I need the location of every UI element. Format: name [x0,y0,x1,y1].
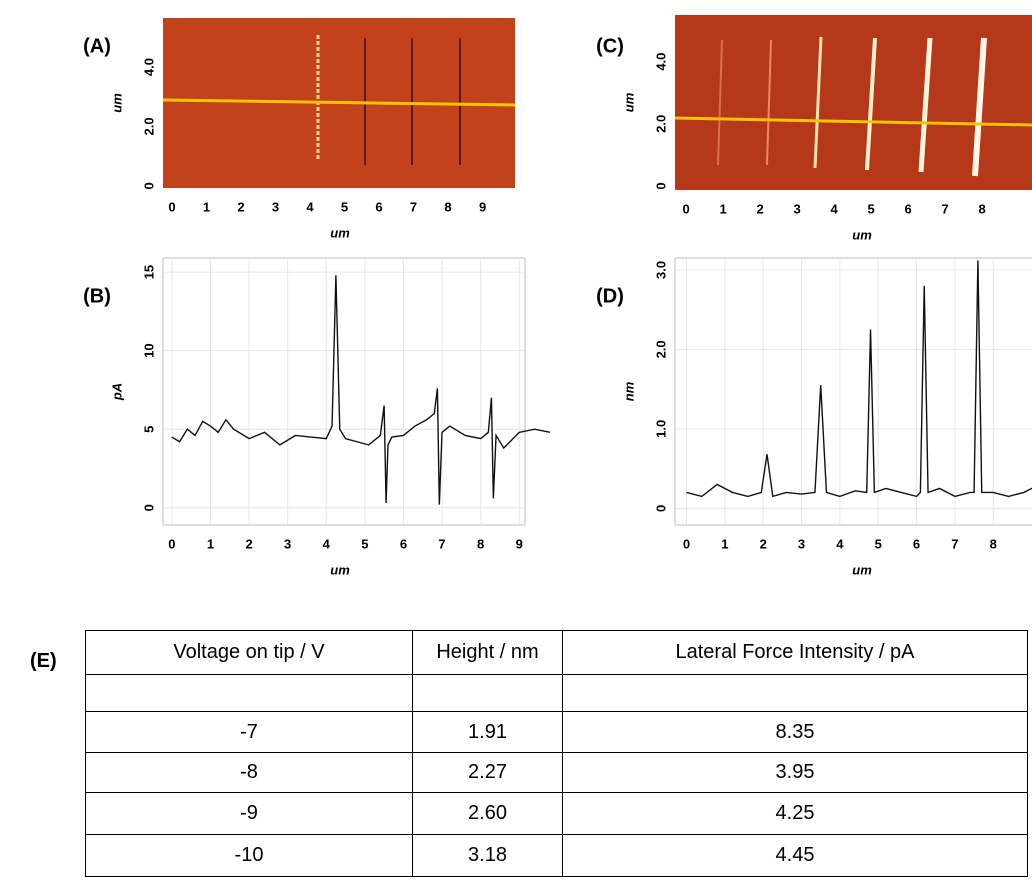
y-tick-label: 10 [141,343,156,357]
x-tick-label: 0 [168,536,175,551]
y-tick-label: 4.0 [653,53,668,71]
afm-image-a [162,18,516,188]
y-tick-label: 5 [141,426,156,433]
x-tick-label: 7 [951,536,958,551]
x-tick-label: 3 [798,536,805,551]
plot-frame-d [674,257,1032,526]
table-cell: -9 [85,792,413,835]
x-tick-label: 6 [375,199,382,214]
x-tick-label: 9 [516,536,523,551]
table-row: -7 1.91 8.35 [85,711,1028,753]
panel-label: (B) [83,285,111,307]
profile-line [171,275,551,505]
x-tick-label: 1 [203,199,210,214]
x-axis-label: um [852,562,872,577]
x-tick-label: 7 [410,199,417,214]
table-cell: 3.95 [562,752,1028,793]
x-tick-label: 1 [721,536,728,551]
table-cell: Lateral Force Intensity / pA [562,630,1028,675]
table-label: (E) [30,650,57,672]
x-tick-label: 1 [207,536,214,551]
profile-line [686,260,1032,498]
x-tick-label: 2 [760,536,767,551]
x-tick-label: 0 [682,201,689,216]
x-tick-label: 2 [245,536,252,551]
y-tick-label: 3.0 [653,261,668,279]
table-cell [412,674,563,712]
table-cell: Height / nm [412,630,563,675]
plot-frame-b [162,257,526,526]
x-tick-label: 0 [168,199,175,214]
y-tick-label: 0 [653,505,668,512]
x-tick-label: 5 [867,201,874,216]
x-tick-label: 2 [237,199,244,214]
x-tick-label: 4 [323,536,331,551]
x-tick-label: 8 [978,201,985,216]
panel-label: (A) [83,35,111,57]
table-cell [85,674,413,712]
table-cell: 3.18 [412,834,563,877]
results-table: Voltage on tip / V Height / nm Lateral For… [85,630,1028,877]
table-cell: -7 [85,711,413,753]
y-axis-label: pA [109,383,124,401]
table-cell: Voltage on tip / V [85,630,413,675]
table-row: -10 3.18 4.45 [85,834,1028,877]
x-tick-label: 5 [361,536,368,551]
table-row [85,674,1028,712]
x-tick-label: 6 [400,536,407,551]
y-tick-label: 0 [141,182,156,189]
panel-label: (D) [596,285,624,307]
x-tick-label: 5 [341,199,348,214]
table-cell: 8.35 [562,711,1028,753]
y-tick-label: 0 [653,182,668,189]
table-row: -9 2.60 4.25 [85,792,1028,835]
x-tick-label: 4 [830,201,838,216]
y-tick-label: 2.0 [653,115,668,133]
table-cell: 2.27 [412,752,563,793]
table-cell: 4.25 [562,792,1028,835]
figure: (A) 0 1 2 3 4 5 6 7 8 9 0 2.0 4.0 um um (B) 0 1 2 3 4 5 6 7 8 9 0 5 1… [83,15,1032,577]
y-tick-label: 15 [141,265,156,279]
table-cell: -8 [85,752,413,793]
x-tick-label: 8 [990,536,997,551]
x-tick-label: 0 [683,536,690,551]
x-tick-label: 6 [913,536,920,551]
x-tick-label: 4 [836,536,844,551]
x-axis-label: um [330,225,350,240]
table-row: Voltage on tip / V Height / nm Lateral For… [85,630,1028,675]
y-tick-label: 1.0 [653,420,668,438]
y-axis-label: nm [621,381,636,401]
x-tick-label: 4 [306,199,314,214]
y-tick-label: 2.0 [653,340,668,358]
y-tick-label: 2.0 [141,117,156,135]
x-tick-label: 7 [941,201,948,216]
x-tick-label: 3 [793,201,800,216]
x-tick-label: 9 [479,199,486,214]
x-tick-label: 7 [438,536,445,551]
x-tick-label: 1 [719,201,726,216]
afm-image-c [675,15,1032,190]
table-cell: 4.45 [562,834,1028,877]
table-cell: -10 [85,834,413,877]
y-axis-label: um [621,92,636,112]
table-cell: 1.91 [412,711,563,753]
table-cell [562,674,1028,712]
y-tick-label: 0 [141,504,156,511]
x-tick-label: 8 [444,199,451,214]
x-tick-label: 5 [875,536,882,551]
x-tick-label: 8 [477,536,484,551]
x-tick-label: 6 [904,201,911,216]
x-axis-label: um [852,227,872,242]
x-tick-label: 2 [756,201,763,216]
x-tick-label: 3 [272,199,279,214]
x-tick-label: 3 [284,536,291,551]
y-tick-label: 4.0 [141,58,156,76]
x-axis-label: um [330,562,350,577]
table-cell: 2.60 [412,792,563,835]
y-axis-label: um [109,93,124,113]
table-row: -8 2.27 3.95 [85,752,1028,793]
panel-label: (C) [596,35,624,57]
